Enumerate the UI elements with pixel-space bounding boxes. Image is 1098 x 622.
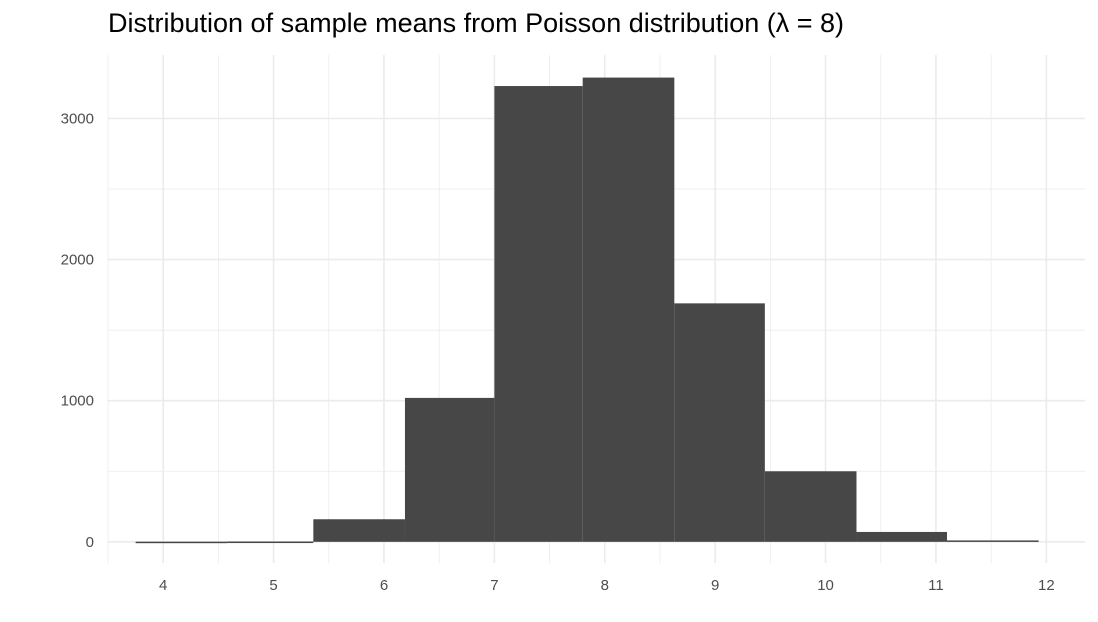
x-tick-label: 10 <box>817 577 834 594</box>
y-axis-tick-labels: 0 1000 2000 3000 <box>61 111 94 551</box>
histogram-bar <box>674 303 765 542</box>
x-tick-label: 7 <box>490 577 498 594</box>
x-tick-label: 8 <box>601 577 609 594</box>
chart-title: Distribution of sample means from Poisso… <box>108 8 845 38</box>
histogram-bar <box>313 519 405 542</box>
histogram-bar <box>856 531 948 542</box>
y-tick-label: 2000 <box>61 252 94 269</box>
y-tick-label: 3000 <box>61 111 94 128</box>
x-tick-label: 12 <box>1038 577 1055 594</box>
histogram-bars <box>135 77 1039 544</box>
histogram-bar <box>227 541 314 544</box>
x-tick-label: 4 <box>159 577 167 594</box>
histogram-bar <box>135 541 228 544</box>
histogram-bar <box>764 471 857 542</box>
y-tick-label: 1000 <box>61 393 94 410</box>
x-tick-label: 9 <box>711 577 719 594</box>
x-tick-label: 5 <box>269 577 277 594</box>
histogram-bar <box>947 540 1039 542</box>
histogram-bar <box>582 77 675 542</box>
x-axis-tick-labels: 4 5 6 7 8 9 10 11 12 <box>159 577 1055 594</box>
histogram-bar <box>494 86 583 542</box>
x-tick-label: 6 <box>380 577 388 594</box>
y-tick-label: 0 <box>86 534 94 551</box>
x-tick-label: 11 <box>928 577 944 594</box>
histogram-bar <box>404 397 495 542</box>
